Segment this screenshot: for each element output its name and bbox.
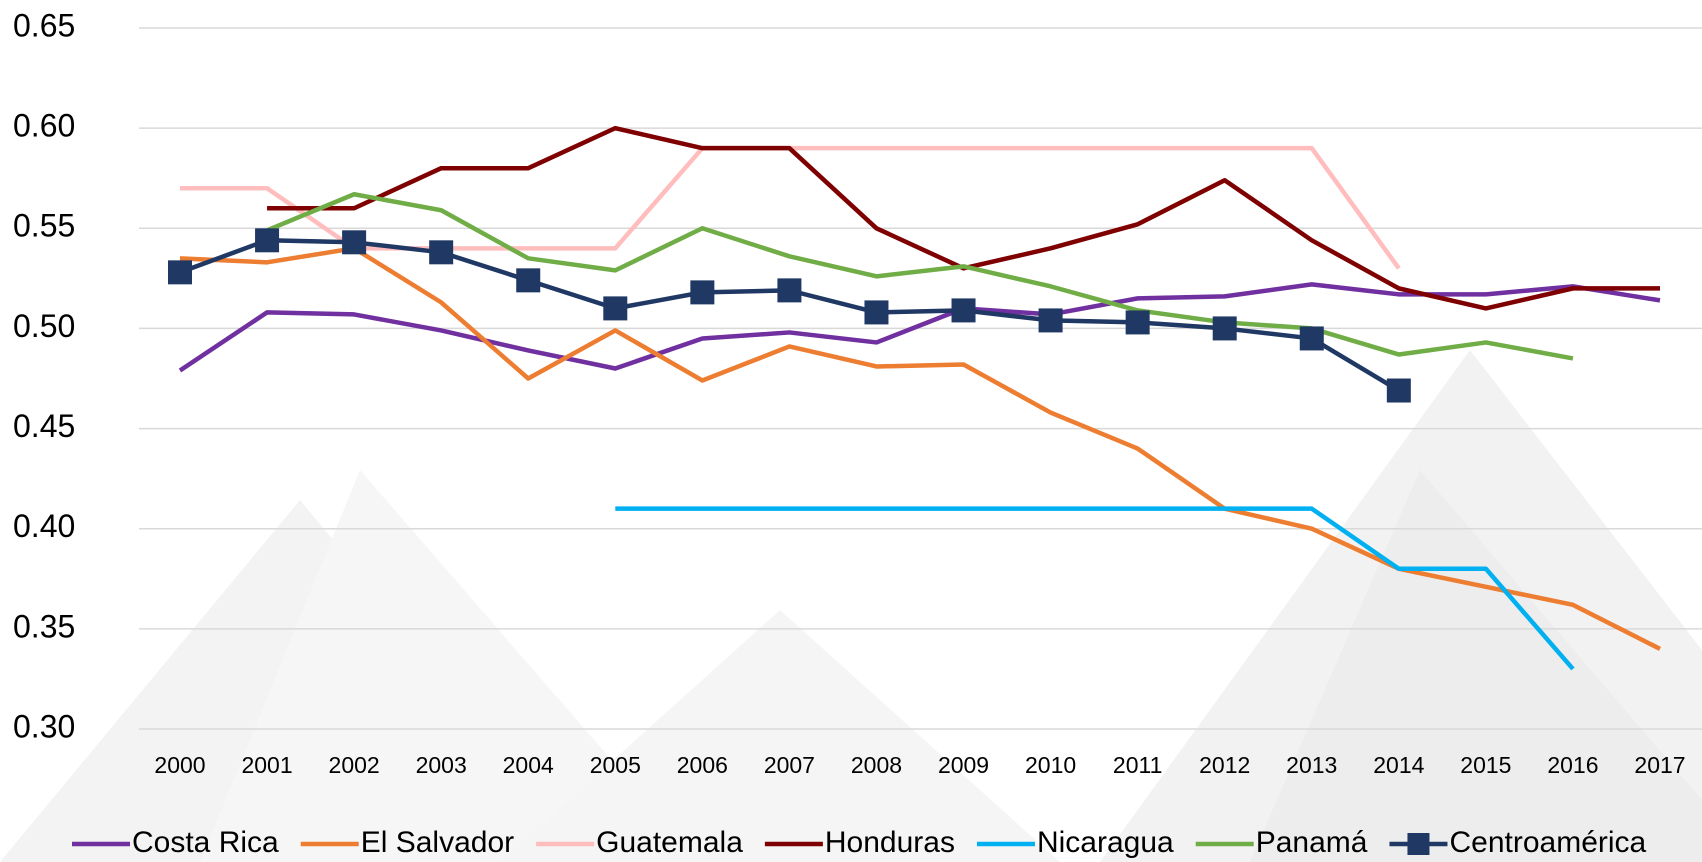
x-tick-label: 2003: [416, 752, 467, 778]
legend-label: Guatemala: [596, 826, 743, 859]
marker: [603, 296, 627, 320]
y-tick-label: 0.40: [13, 508, 75, 544]
x-tick-label: 2004: [503, 752, 554, 778]
x-tick-label: 2017: [1634, 752, 1685, 778]
y-tick-label: 0.60: [13, 108, 75, 144]
marker: [429, 240, 453, 264]
marker: [777, 278, 801, 302]
page: 0.30 0.35 0.40 0.45 0.50 0.55 0.60 0.65 2000 2001…: [0, 0, 1702, 862]
marker: [864, 300, 888, 324]
marker: [168, 260, 192, 284]
x-tick-label: 2012: [1199, 752, 1250, 778]
marker: [1126, 310, 1150, 334]
y-tick-label: 0.30: [13, 708, 75, 744]
marker: [255, 228, 279, 252]
marker: [342, 230, 366, 254]
y-tick-label: 0.35: [13, 608, 75, 644]
x-tick-label: 2010: [1025, 752, 1076, 778]
x-tick-label: 2005: [590, 752, 641, 778]
legend-label: Nicaragua: [1037, 826, 1174, 859]
marker: [1387, 379, 1411, 403]
legend-label: Honduras: [825, 826, 955, 859]
marker: [952, 298, 976, 322]
x-tick-label: 2014: [1373, 752, 1424, 778]
y-tick-label: 0.45: [13, 408, 75, 444]
x-tick-label: 2011: [1113, 752, 1162, 778]
legend-marker: [1407, 833, 1429, 855]
marker: [516, 268, 540, 292]
x-tick-label: 2007: [764, 752, 815, 778]
x-tick-label: 2006: [677, 752, 728, 778]
background-decoration: [0, 350, 1702, 862]
chart: 0.30 0.35 0.40 0.45 0.50 0.55 0.60 0.65 2000 2001…: [0, 0, 1702, 862]
series-line: [267, 128, 1660, 308]
x-tick-label: 2001: [241, 752, 292, 778]
legend-label: Centroamérica: [1449, 826, 1646, 859]
marker: [1039, 308, 1063, 332]
x-tick-label: 2000: [154, 752, 205, 778]
x-tick-label: 2002: [329, 752, 380, 778]
y-tick-label: 0.50: [13, 308, 75, 344]
y-tick-label: 0.55: [13, 208, 75, 244]
legend-label: Costa Rica: [132, 826, 279, 859]
x-tick-label: 2008: [851, 752, 902, 778]
y-tick-label: 0.65: [13, 7, 75, 43]
marker: [1213, 316, 1237, 340]
x-tick-label: 2013: [1286, 752, 1337, 778]
marker: [690, 280, 714, 304]
marker: [1300, 326, 1324, 350]
x-tick-label: 2016: [1547, 752, 1598, 778]
legend-label: El Salvador: [361, 826, 514, 859]
x-tick-label: 2015: [1460, 752, 1511, 778]
x-tick-label: 2009: [938, 752, 989, 778]
legend-label: Panamá: [1256, 826, 1368, 859]
